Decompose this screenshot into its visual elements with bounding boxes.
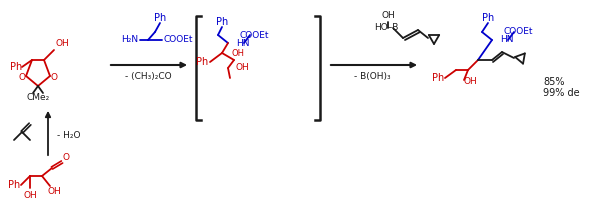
Text: - (CH₃)₂CO: - (CH₃)₂CO: [125, 72, 172, 82]
Text: Ph: Ph: [154, 13, 166, 23]
Text: COOEt: COOEt: [503, 27, 533, 36]
Text: Ph: Ph: [196, 57, 208, 67]
Text: OH: OH: [381, 12, 395, 20]
Text: Ph: Ph: [432, 73, 444, 83]
Text: CMe₂: CMe₂: [26, 94, 50, 102]
Text: COOEt: COOEt: [164, 36, 193, 45]
Text: Ph: Ph: [8, 180, 20, 190]
Text: Ph: Ph: [216, 17, 228, 27]
Text: OH: OH: [56, 39, 70, 47]
Text: 99% de: 99% de: [543, 88, 580, 98]
Text: OH: OH: [23, 190, 37, 200]
Text: OH: OH: [236, 63, 250, 72]
Text: O: O: [50, 72, 58, 82]
Text: HO–B: HO–B: [374, 23, 398, 33]
Text: O: O: [62, 154, 70, 163]
Text: - B(OH)₃: - B(OH)₃: [353, 72, 391, 82]
Text: Ph: Ph: [10, 62, 22, 72]
Text: OH: OH: [47, 187, 61, 197]
Text: H₂N: H₂N: [121, 36, 138, 45]
Text: OH: OH: [463, 78, 477, 86]
Text: HN: HN: [236, 39, 250, 47]
Text: OH: OH: [232, 49, 245, 58]
Text: - H₂O: - H₂O: [57, 131, 80, 140]
Text: COOEt: COOEt: [239, 30, 269, 39]
Text: O: O: [19, 72, 25, 82]
Text: 85%: 85%: [543, 77, 565, 87]
Text: HN: HN: [500, 36, 514, 45]
Text: Ph: Ph: [482, 13, 494, 23]
